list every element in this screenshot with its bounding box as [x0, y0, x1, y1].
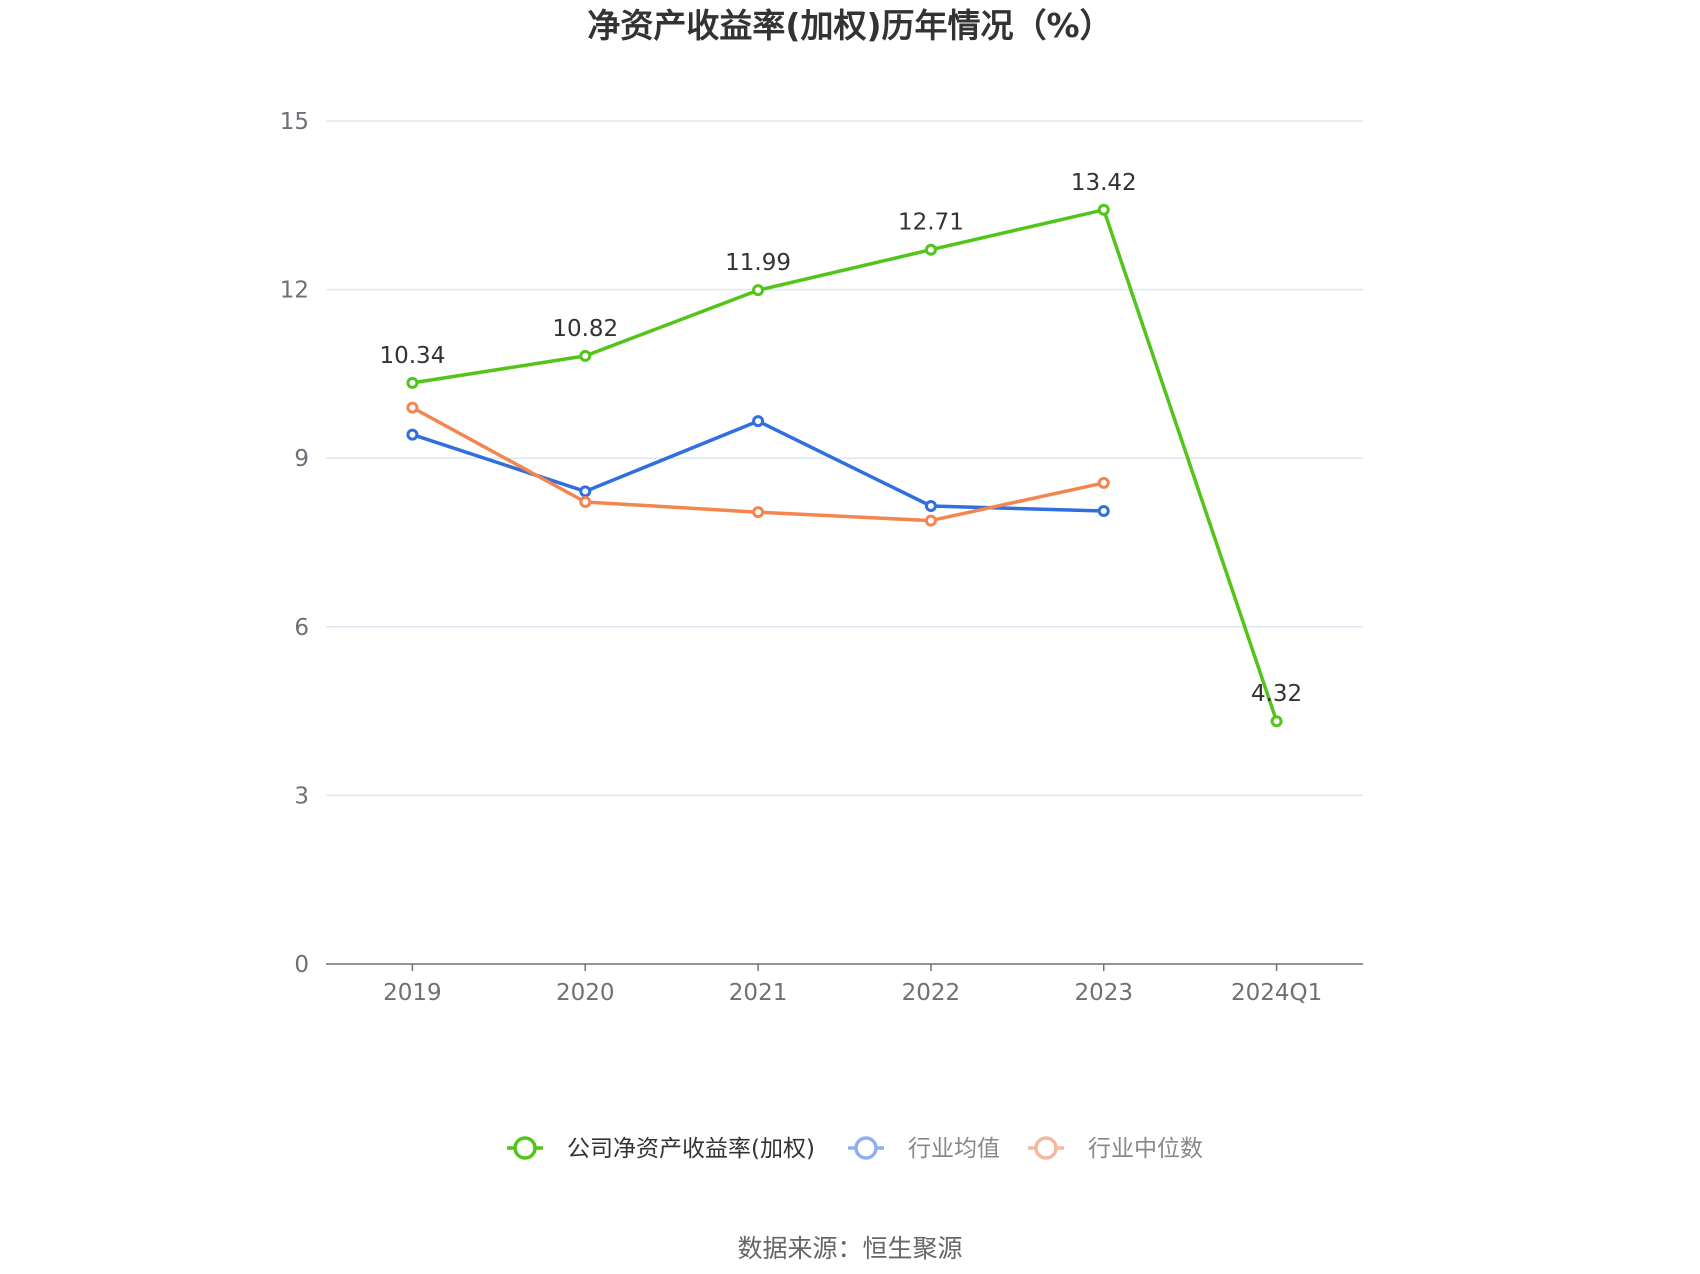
x-tick-label: 2023: [1074, 980, 1133, 1006]
data-point[interactable]: [579, 496, 592, 509]
data-point[interactable]: [406, 401, 419, 414]
data-label: 10.82: [552, 316, 618, 342]
y-tick-label: 15: [280, 109, 309, 135]
data-point[interactable]: [924, 514, 937, 527]
data-label: 4.32: [1251, 681, 1302, 707]
data-point[interactable]: [1097, 203, 1110, 216]
legend-label: 行业均值: [908, 1136, 1000, 1162]
legend-item-1[interactable]: 行业均值: [848, 1136, 1000, 1162]
legend-item-2[interactable]: 行业中位数: [1028, 1136, 1203, 1162]
x-tick-label: 2019: [383, 980, 442, 1006]
legend-marker-icon: [1034, 1136, 1058, 1160]
data-point[interactable]: [579, 349, 592, 362]
data-label: 10.34: [379, 343, 445, 369]
legend-marker-icon: [513, 1136, 537, 1160]
y-tick-label: 6: [294, 615, 309, 641]
data-point[interactable]: [752, 284, 765, 297]
data-label: 12.71: [898, 210, 964, 236]
data-point[interactable]: [406, 376, 419, 389]
data-point[interactable]: [924, 243, 937, 256]
data-point[interactable]: [406, 428, 419, 441]
y-tick-label: 3: [294, 783, 309, 809]
y-tick-label: 9: [294, 446, 309, 472]
legend-item-0[interactable]: 公司净资产收益率(加权): [507, 1136, 815, 1162]
data-label: 11.99: [725, 250, 791, 276]
label-layer: 10.34 10.82 11.99 12.71 13.42 4.32: [379, 170, 1302, 707]
series-line-0: [412, 208, 1279, 722]
x-tick-label: 2022: [902, 980, 961, 1006]
axis-layer: 0 3 6 9 12 15 2019 2020 2021 2022 2023 2024Q1: [280, 109, 1363, 1006]
data-point[interactable]: [1097, 505, 1110, 518]
x-tick-label: 2020: [556, 980, 615, 1006]
y-tick-label: 12: [280, 278, 309, 304]
data-point[interactable]: [752, 415, 765, 428]
legend-label: 行业中位数: [1088, 1136, 1203, 1162]
data-point[interactable]: [752, 506, 765, 519]
x-tick-label: 2021: [729, 980, 788, 1006]
legend-marker-icon: [854, 1136, 878, 1160]
data-point[interactable]: [924, 499, 937, 512]
legend[interactable]: 公司净资产收益率(加权) 行业均值 行业中位数: [507, 1136, 1203, 1162]
data-point[interactable]: [579, 485, 592, 498]
data-point[interactable]: [1270, 715, 1283, 728]
series-layer: [406, 203, 1283, 728]
data-point[interactable]: [1097, 476, 1110, 489]
grid-layer: [326, 120, 1363, 797]
y-tick-label: 0: [294, 952, 309, 978]
x-tick-label: 2024Q1: [1231, 980, 1322, 1006]
data-source: 数据来源：恒生聚源: [737, 1234, 962, 1263]
legend-label: 公司净资产收益率(加权): [567, 1136, 815, 1162]
chart-title: 净资产收益率(加权)历年情况（%）: [587, 6, 1112, 45]
data-label: 13.42: [1071, 170, 1137, 196]
